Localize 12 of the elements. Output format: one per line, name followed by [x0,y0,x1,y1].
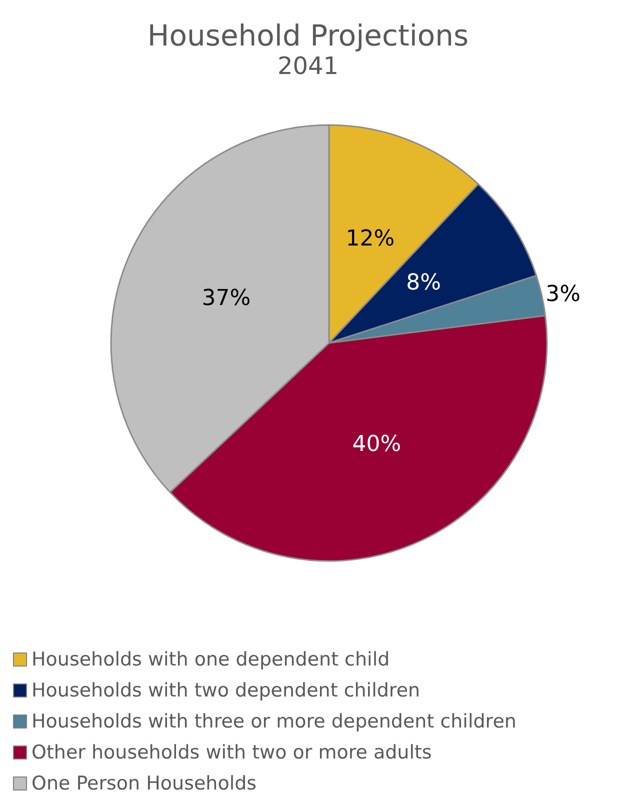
chart-subtitle: 2041 [277,52,339,80]
data-label: 37% [202,286,251,312]
data-label: 8% [406,270,442,296]
legend-label: Other households with two or more adults [32,742,432,764]
data-label: 3% [546,282,581,308]
legend-label: Households with one dependent child [32,648,390,670]
data-label: 12% [346,226,395,252]
data-label: 40% [352,432,402,457]
legend-label: One Person Households [32,772,257,794]
legend-label: Households with three or more dependent children [32,710,516,732]
chart-title: Household Projections [147,18,469,52]
legend-label: Households with two dependent children [32,680,420,702]
